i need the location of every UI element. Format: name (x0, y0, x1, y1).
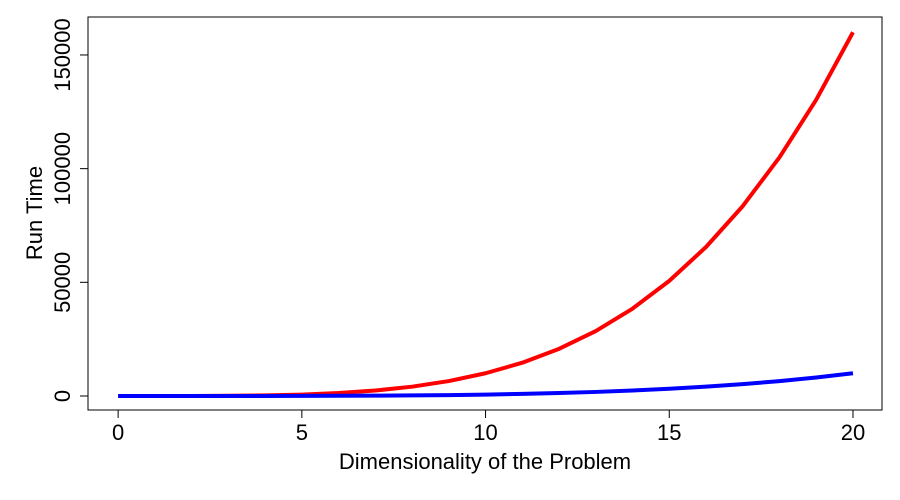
y-tick-label: 100000 (50, 132, 75, 205)
x-tick-label: 5 (296, 420, 308, 445)
y-axis-title: Run Time (22, 166, 47, 260)
x-tick-label: 20 (841, 420, 865, 445)
y-tick-label: 150000 (50, 18, 75, 91)
x-tick-label: 0 (112, 420, 124, 445)
x-tick-label: 10 (473, 420, 497, 445)
plot-frame (87, 16, 883, 411)
data-line (118, 31, 855, 398)
x-axis-title: Dimensionality of the Problem (339, 449, 631, 474)
x-tick-label: 15 (657, 420, 681, 445)
data-line (118, 371, 854, 398)
y-tick-label: 50000 (50, 252, 75, 313)
y-tick-label: 0 (50, 390, 75, 402)
